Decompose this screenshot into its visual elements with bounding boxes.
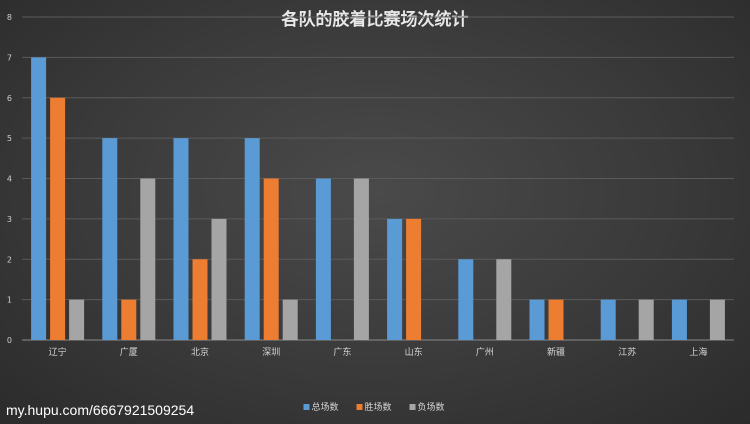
bar-total (458, 259, 474, 340)
grid-lines (22, 16, 734, 341)
legend: 总场数 胜场数 负场数 (303, 401, 445, 413)
bar-total (529, 299, 545, 340)
y-tick-label: 7 (7, 53, 12, 62)
bar-total (671, 299, 687, 340)
y-tick-label: 3 (7, 215, 12, 224)
bar-losses (282, 299, 298, 340)
legend-swatch (303, 404, 310, 410)
x-category-label: 北京 (191, 346, 209, 358)
bar-wins (263, 178, 279, 340)
bar-wins (192, 259, 208, 340)
x-category-label: 深圳 (262, 347, 280, 358)
bar-wins (548, 299, 564, 340)
bar-wins (406, 218, 422, 340)
bar-losses (353, 178, 369, 340)
bar-losses (638, 299, 654, 340)
x-category-label: 广厦 (120, 346, 138, 358)
y-tick-label: 2 (7, 255, 12, 264)
x-category-label: 广东 (333, 346, 351, 358)
bar-wins (50, 97, 66, 340)
bar-wins (121, 299, 137, 340)
x-category-label: 辽宁 (49, 346, 67, 358)
bar-total (387, 218, 403, 340)
bar-losses (211, 218, 227, 340)
y-tick-label: 8 (7, 13, 12, 22)
x-axis-categories: 辽宁 广厦 北京 深圳 广东 山东 广州 新疆 江苏 上海 (49, 346, 708, 358)
legend-label: 负场数 (418, 401, 445, 413)
bar-total (315, 178, 331, 340)
bar-total (600, 299, 616, 340)
legend-label: 胜场数 (365, 401, 392, 413)
y-tick-label: 0 (7, 336, 12, 345)
bar-losses (496, 259, 512, 340)
y-tick-label: 5 (7, 134, 12, 143)
watermark-text: my.hupu.com/6667921509254 (6, 402, 194, 418)
bar-total (31, 57, 47, 340)
bar-losses (709, 299, 725, 340)
y-tick-label: 1 (7, 296, 12, 305)
legend-label: 总场数 (312, 401, 339, 413)
legend-swatch (409, 404, 416, 410)
y-axis-ticks: 0 1 2 3 4 5 6 7 8 (7, 13, 12, 345)
x-category-label: 广州 (476, 346, 494, 358)
bar-losses (140, 178, 156, 340)
y-tick-label: 4 (7, 175, 12, 184)
bar-losses (69, 299, 85, 340)
x-category-label: 新疆 (547, 346, 565, 358)
legend-swatch (356, 404, 363, 410)
bar-total (102, 138, 118, 340)
x-category-label: 江苏 (618, 346, 636, 358)
y-tick-label: 6 (7, 94, 12, 103)
chart-title: 各队的胶着比赛场次统计 (281, 9, 469, 30)
bar-total (173, 138, 189, 340)
x-category-label: 山东 (405, 346, 423, 358)
bars (31, 57, 725, 340)
x-category-label: 上海 (689, 346, 707, 358)
bar-total (244, 138, 260, 340)
